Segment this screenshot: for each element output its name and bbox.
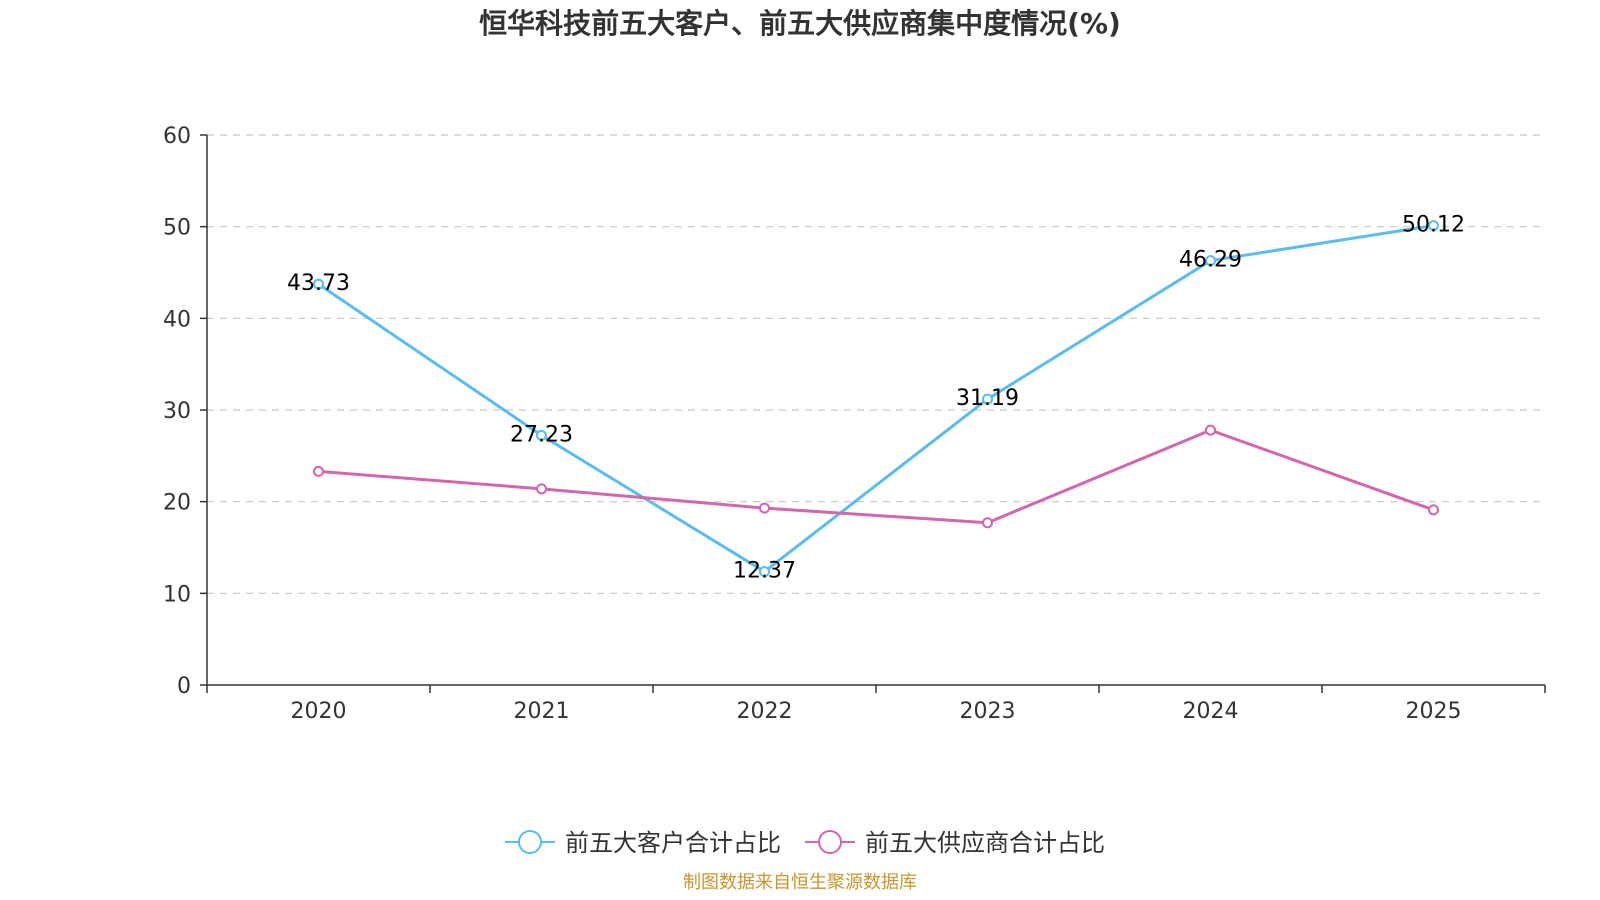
y-tick-label: 50 bbox=[163, 216, 191, 241]
x-axis-ticks: 2020 2021 2022 2023 2024 2025 bbox=[206, 685, 1546, 724]
series-line-2 bbox=[318, 428, 1435, 525]
y-tick-label: 0 bbox=[177, 674, 191, 699]
series-1-point bbox=[982, 393, 993, 405]
x-tick-label: 2025 bbox=[1406, 699, 1462, 724]
legend-marker-2 bbox=[818, 830, 842, 854]
series-1-point bbox=[759, 566, 770, 578]
legend-label-2: 前五大供应商合计占比 bbox=[865, 829, 1105, 857]
legend-marker-1 bbox=[518, 830, 542, 854]
y-tick-label: 40 bbox=[163, 307, 191, 332]
x-tick-label: 2024 bbox=[1183, 699, 1239, 724]
series-1-point bbox=[1205, 255, 1216, 267]
data-label: 27.23 bbox=[510, 422, 573, 447]
series-2-point bbox=[1428, 504, 1439, 516]
x-tick-label: 2020 bbox=[291, 699, 347, 724]
y-tick-label: 20 bbox=[163, 491, 191, 516]
series-layer bbox=[313, 220, 1439, 578]
data-label: 46.29 bbox=[1179, 248, 1242, 273]
y-axis-ticks: 0 10 20 30 40 50 60 bbox=[163, 124, 207, 699]
data-label: 31.19 bbox=[956, 386, 1019, 411]
data-label: 50.12 bbox=[1402, 213, 1465, 238]
series-2-point bbox=[982, 517, 993, 529]
data-labels: 43.73 27.23 12.37 31.19 46.29 50.12 bbox=[287, 213, 1465, 584]
series-1-point bbox=[536, 429, 547, 441]
source-note: 制图数据来自恒生聚源数据库 bbox=[683, 872, 917, 893]
x-tick-label: 2022 bbox=[737, 699, 793, 724]
series-2-point bbox=[1205, 424, 1216, 436]
x-tick-label: 2023 bbox=[960, 699, 1016, 724]
series-2-point bbox=[313, 465, 324, 477]
series-1-point bbox=[313, 278, 324, 290]
grid-lines bbox=[207, 134, 1545, 594]
series-1-point bbox=[1428, 220, 1439, 232]
chart-title: 恒华科技前五大客户、前五大供应商集中度情况(%) bbox=[479, 7, 1121, 40]
x-tick-label: 2021 bbox=[514, 699, 570, 724]
y-tick-label: 30 bbox=[163, 399, 191, 424]
series-2-point bbox=[536, 483, 547, 495]
legend[interactable]: 前五大客户合计占比 前五大供应商合计占比 bbox=[505, 829, 1105, 857]
y-tick-label: 10 bbox=[163, 582, 191, 607]
y-tick-label: 60 bbox=[163, 124, 191, 149]
data-label: 43.73 bbox=[287, 271, 350, 296]
legend-label-1: 前五大客户合计占比 bbox=[565, 829, 781, 857]
data-label: 12.37 bbox=[733, 559, 796, 584]
series-2-point bbox=[759, 502, 770, 514]
series-line-1 bbox=[317, 224, 1434, 574]
